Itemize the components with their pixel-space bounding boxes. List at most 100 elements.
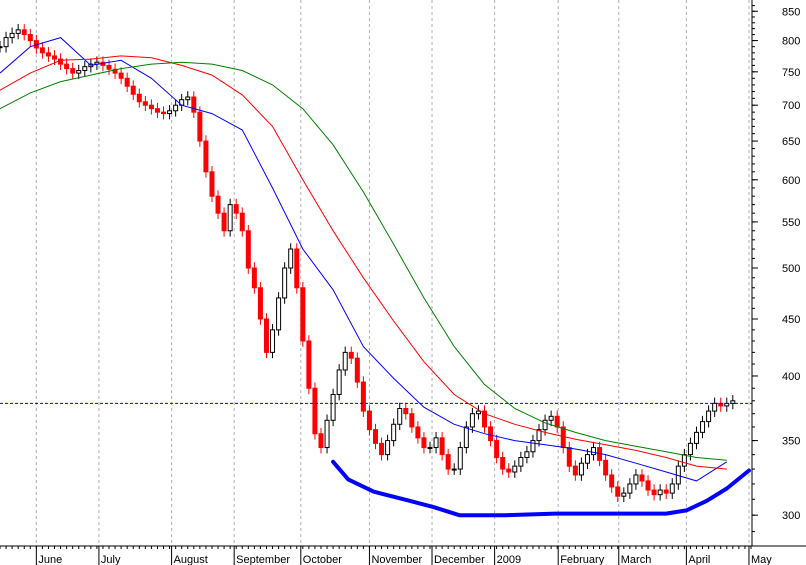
candle-body xyxy=(536,429,542,442)
candle-body xyxy=(645,480,651,491)
candle-body xyxy=(463,426,469,449)
candle-body xyxy=(39,47,45,54)
y-tick-label: 300 xyxy=(782,510,800,522)
candle-body xyxy=(566,447,572,467)
candle-body xyxy=(639,474,645,482)
candle-body xyxy=(124,77,130,87)
candle-body xyxy=(118,72,124,79)
candle-body xyxy=(700,421,706,433)
candle-body xyxy=(294,248,300,289)
candle-body xyxy=(542,419,548,431)
x-tick-label: September xyxy=(236,554,290,565)
candle-body xyxy=(482,410,488,428)
candle-body xyxy=(52,55,58,60)
candle-body xyxy=(663,489,669,494)
candle-body xyxy=(433,437,439,449)
candle-body xyxy=(136,93,142,103)
candle-body xyxy=(251,267,257,289)
candle-body xyxy=(288,248,294,269)
candle-body xyxy=(185,96,191,101)
candle-body xyxy=(366,410,372,431)
ma-mid-line xyxy=(0,55,727,470)
x-tick-label: November xyxy=(371,554,422,565)
candle-body xyxy=(142,101,148,106)
candle-body xyxy=(276,297,282,331)
candle-body xyxy=(154,108,160,113)
candle-body xyxy=(391,423,397,442)
candle-body xyxy=(372,429,378,444)
candle-body xyxy=(27,34,33,42)
candle-body xyxy=(209,171,215,197)
candle-body xyxy=(397,408,403,425)
candle-body xyxy=(524,451,530,458)
y-tick-label: 800 xyxy=(782,36,800,48)
moving-averages xyxy=(0,37,728,482)
x-tick-label: December xyxy=(434,554,485,565)
candle-body xyxy=(70,68,76,74)
candle-body xyxy=(475,410,481,415)
y-tick-label: 700 xyxy=(782,100,800,112)
candle-body xyxy=(584,454,590,464)
candle-body xyxy=(354,357,360,383)
candle-body xyxy=(270,329,276,353)
y-tick-label: 500 xyxy=(782,263,800,275)
candle-body xyxy=(409,413,415,428)
x-tick-label: June xyxy=(38,554,62,565)
candle-body xyxy=(112,68,118,74)
candle-body xyxy=(342,351,348,371)
x-tick-label: February xyxy=(560,554,605,565)
candle-body xyxy=(621,492,627,497)
candle-body xyxy=(633,474,639,485)
y-tick-label: 850 xyxy=(782,6,800,18)
candle-body xyxy=(572,465,578,476)
candle-body xyxy=(627,483,633,494)
ma-long-line xyxy=(0,61,727,461)
candle-body xyxy=(203,140,209,173)
candle-body xyxy=(445,454,451,470)
trend-line xyxy=(331,459,751,518)
candle-body xyxy=(3,37,9,48)
candle-body xyxy=(76,70,82,74)
candle-body xyxy=(439,437,445,456)
price-candles xyxy=(0,24,736,503)
ma-short-line xyxy=(0,37,728,482)
candle-body xyxy=(191,96,197,113)
candle-body xyxy=(554,415,560,428)
candle-body xyxy=(451,468,457,471)
y-tick-label: 400 xyxy=(782,371,800,383)
candle-body xyxy=(500,456,506,470)
candle-body xyxy=(9,32,15,39)
candle-body xyxy=(336,369,342,395)
candle-body xyxy=(106,64,112,70)
candle-body xyxy=(657,489,663,496)
candle-body xyxy=(415,426,421,439)
candle-body xyxy=(15,29,21,34)
candle-body xyxy=(348,351,354,359)
candle-body xyxy=(469,413,475,428)
candle-body xyxy=(693,431,699,444)
y-tick-label: 350 xyxy=(782,436,800,448)
x-tick-label: July xyxy=(101,554,121,565)
candle-body xyxy=(615,486,621,497)
candle-body xyxy=(457,447,463,470)
candle-body xyxy=(687,442,693,456)
candle-body xyxy=(282,267,288,299)
candle-body xyxy=(0,46,3,49)
candle-body xyxy=(385,440,391,456)
candle-body xyxy=(578,462,584,476)
candle-body xyxy=(706,410,712,423)
candle-body xyxy=(21,29,27,36)
candle-body xyxy=(45,52,51,57)
grid-lines xyxy=(35,0,750,546)
y-tick-label: 650 xyxy=(782,136,800,148)
y-tick-label: 750 xyxy=(782,67,800,79)
candle-body xyxy=(197,111,203,142)
x-tick-label: May xyxy=(751,554,772,565)
candle-body xyxy=(360,381,366,412)
candle-body xyxy=(603,459,609,476)
candle-body xyxy=(609,474,615,488)
candle-body xyxy=(506,468,512,473)
y-tick-label: 550 xyxy=(782,217,800,229)
